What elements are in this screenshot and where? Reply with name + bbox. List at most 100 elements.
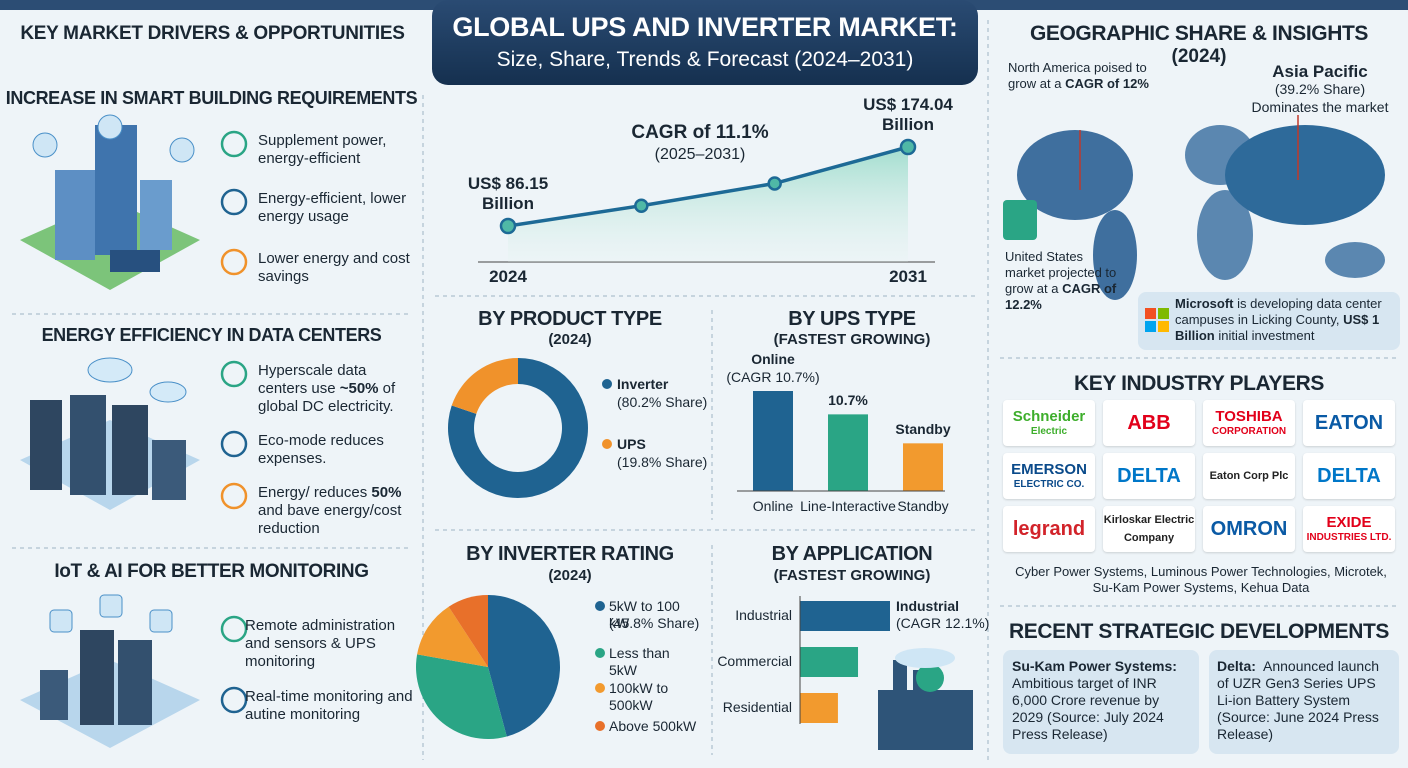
bullet-icon: [220, 686, 248, 714]
text-part: Hyperscale data centers use: [258, 362, 367, 397]
pie-slice: [448, 595, 488, 667]
text-part: Energy/ reduces: [258, 484, 372, 501]
bullet-text: Energy-efficient, lower energy usage: [258, 190, 416, 226]
bullet-text: Supplement power, energy-efficient: [258, 132, 416, 168]
logo-text: EMERSON: [1011, 461, 1087, 478]
donut-slice: [447, 358, 588, 498]
legend-marker: [595, 683, 605, 693]
logo-text: ABB: [1127, 412, 1171, 434]
bold-text: CAGR of 12.2%: [1005, 281, 1117, 312]
bold-text: ~50%: [339, 380, 379, 397]
pie-slice: [417, 606, 488, 667]
iot-illustration: [20, 594, 200, 748]
map-note: (39.2% Share): [1274, 81, 1366, 97]
annotation: (CAGR 12.1%): [896, 615, 990, 631]
point: [499, 217, 517, 235]
value-label: (45.8% Share): [609, 615, 700, 631]
section-title: RECENT STRATEGIC DEVELOPMENTS: [1008, 620, 1390, 643]
text-part: and bave energy/cost reduction: [258, 502, 402, 537]
text-part: Energy-efficient, lower energy usage: [258, 190, 407, 225]
text-part: North America poised to grow at a: [1008, 60, 1147, 91]
bullet-icon: [220, 482, 248, 510]
chart-title: BY PRODUCT TYPE: [478, 308, 662, 330]
x-tick-label: Standby: [897, 498, 949, 514]
chart-subtitle: (FASTEST GROWING): [773, 567, 931, 584]
company-logo: EMERSON ELECTRIC CO.: [1003, 453, 1095, 499]
bar: [828, 414, 868, 491]
company-logo: ABB: [1103, 400, 1195, 446]
chart-title: CAGR of 11.1%: [631, 122, 769, 143]
value-label: US$ 174.04 Billion: [863, 95, 953, 134]
bullet-text: Eco-mode reduces expenses.: [258, 432, 416, 468]
bold-text: CAGR of 12%: [1065, 76, 1149, 91]
section-title: INCREASE IN SMART BUILDING REQUIREMENTS: [5, 88, 418, 108]
chart-title: BY UPS TYPE: [788, 308, 916, 330]
chart-subtitle: (2025–2031): [654, 146, 746, 163]
company-logo: DELTA: [1103, 453, 1195, 499]
text-part: United States market projected to grow a…: [1005, 249, 1117, 296]
development-company: Delta:: [1217, 658, 1256, 674]
bullet-text: Lower energy and cost savings: [258, 250, 416, 286]
development-text: Announced launch of UZR Gen3 Series UPS …: [1217, 658, 1379, 742]
bar: [800, 647, 859, 677]
section-subtitle: (2024): [1171, 46, 1227, 67]
value-label: US$ 86.15 Billion: [467, 174, 549, 213]
development-card: [1209, 650, 1399, 754]
section-title: GEOGRAPHIC SHARE & INSIGHTS: [1029, 22, 1369, 45]
text-part: of global DC electricity.: [258, 380, 396, 415]
bullet-icon: [220, 188, 248, 216]
company-logo: Eaton Corp Plc: [1203, 453, 1295, 499]
logo-text: Electric: [1030, 426, 1068, 437]
logo-text: EATON: [1314, 412, 1384, 434]
bar: [800, 693, 838, 723]
x-tick-label: 2024: [489, 267, 527, 286]
annotation: (CAGR 10.7%): [726, 369, 820, 385]
chart-subtitle: (2024): [548, 331, 592, 348]
map-note: Dominates the market: [1251, 99, 1389, 115]
logo-text: legrand: [1012, 518, 1086, 540]
section-title: IoT & AI FOR BETTER MONITORING: [54, 561, 369, 582]
text-part: Remote administration and sensors & UPS …: [245, 617, 396, 670]
legend-marker: [602, 379, 612, 389]
text-part: Real-time monitoring and autine monitori…: [245, 688, 413, 723]
chart-title: BY INVERTER RATING: [466, 543, 674, 565]
section-title: KEY INDUSTRY PLAYERS: [1074, 372, 1324, 395]
x-tick-label: Line-Interactive: [800, 498, 896, 514]
legend-marker: [595, 721, 605, 731]
text-part: is developing data center campuses in Li…: [1175, 296, 1382, 327]
bullet-text: Real-time monitoring and autine monitori…: [245, 688, 415, 724]
annotation: Online: [751, 351, 795, 367]
bar: [903, 443, 943, 491]
y-tick-label: Residential: [722, 699, 792, 715]
value-label: (19.8% Share): [617, 454, 708, 470]
company-logo: DELTA: [1303, 453, 1395, 499]
section-title: ENERGY EFFICIENCY IN DATA CENTERS: [41, 325, 382, 345]
bold-text: Microsoft: [1175, 296, 1234, 311]
annotation: Industrial: [896, 598, 960, 614]
legend-label: 100kW to 500kW: [609, 680, 669, 713]
legend-label: 5kW to 100 kW: [609, 598, 680, 631]
company-logo: OMRON: [1203, 506, 1295, 552]
point: [899, 138, 917, 156]
company-logo: Schneider Electric: [1003, 400, 1095, 446]
legend-label: UPS: [617, 436, 646, 452]
microsoft-note: Microsoft is developing data center camp…: [1175, 296, 1397, 344]
bullet-icon: [220, 130, 248, 158]
logo-text: Kirloskar Electric Company: [1103, 514, 1195, 544]
header-box: [432, 0, 978, 85]
text-part: Lower energy and cost savings: [258, 250, 410, 285]
map-note-title: Asia Pacific: [1272, 62, 1368, 81]
pie-slice: [415, 654, 507, 739]
logo-text: CORPORATION: [1211, 426, 1287, 437]
legend-label: Inverter: [617, 376, 669, 392]
company-logo: EATON: [1303, 400, 1395, 446]
annotation: 10.7%: [828, 392, 868, 409]
development-card: [1003, 650, 1199, 754]
legend-marker: [602, 439, 612, 449]
point: [634, 198, 649, 213]
legend-marker: [595, 648, 605, 658]
x-tick-label: Online: [752, 498, 794, 514]
bullet-text: Hyperscale data centers use ~50% of glob…: [258, 362, 416, 416]
bar: [753, 391, 793, 491]
